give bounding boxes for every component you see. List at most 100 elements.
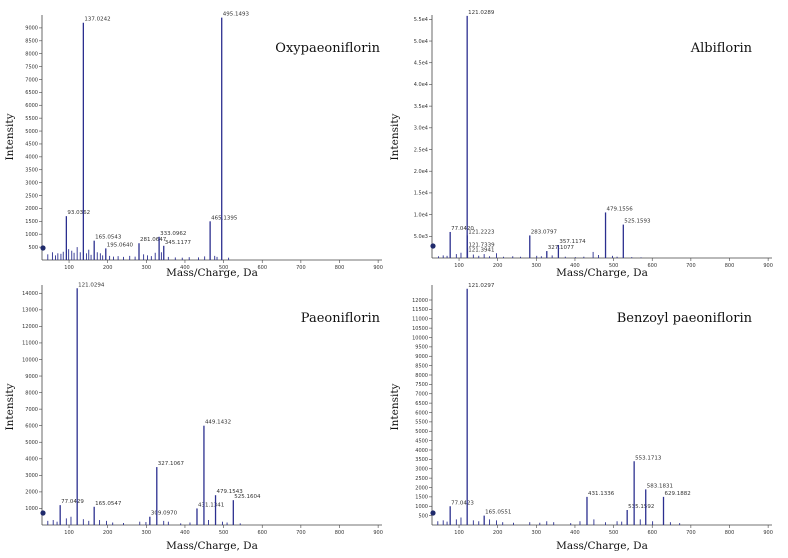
y-tick-label: 4000 bbox=[415, 448, 428, 454]
y-tick-label: 10000 bbox=[412, 335, 428, 341]
x-tick-label: 900 bbox=[763, 263, 773, 269]
y-tick-label: 6500 bbox=[25, 90, 38, 96]
peak-label: 327.1077 bbox=[548, 245, 575, 251]
peak-label: 525.1604 bbox=[234, 494, 261, 500]
y-tick-label: 2000 bbox=[25, 206, 38, 212]
peak-label: 121.0294 bbox=[78, 282, 105, 288]
y-tick-label: 7000 bbox=[25, 407, 38, 413]
y-tick-label: 1000 bbox=[25, 506, 38, 512]
baseline-marker bbox=[430, 243, 436, 249]
y-tick-label: 7000 bbox=[25, 77, 38, 83]
peak-label: 121.0289 bbox=[468, 10, 495, 16]
peak-label: 137.0242 bbox=[84, 17, 110, 23]
peak-label: 77.0420 bbox=[451, 226, 474, 232]
spectrum-panel-2: 1000 2000 3000 4000 5000 6000 7000 8000 9000 1000… bbox=[4, 282, 383, 552]
y-tick-label: 9000 bbox=[415, 354, 428, 360]
x-tick-label: 700 bbox=[686, 263, 696, 269]
y-tick-label: 6000 bbox=[25, 423, 38, 429]
y-tick-label: 500 bbox=[28, 245, 38, 251]
x-tick-label: 100 bbox=[454, 530, 464, 536]
y-tick-label: 8000 bbox=[25, 390, 38, 396]
x-tick-label: 300 bbox=[532, 263, 542, 269]
y-tick-label: 8500 bbox=[25, 39, 38, 45]
x-tick-label: 400 bbox=[180, 530, 190, 536]
x-tick-label: 400 bbox=[570, 263, 580, 269]
peak-label: 93.0362 bbox=[67, 210, 90, 216]
peak-label: 165.0551 bbox=[485, 510, 511, 516]
x-tick-label: 600 bbox=[257, 265, 267, 271]
x-tick-label: 100 bbox=[64, 265, 74, 271]
x-tick-label: 400 bbox=[180, 265, 190, 271]
y-tick-label: 11500 bbox=[412, 307, 428, 313]
x-tick-label: 600 bbox=[647, 263, 657, 269]
y-tick-label: 2.5e4 bbox=[414, 147, 428, 153]
x-tick-label: 500 bbox=[609, 530, 619, 536]
x-tick-label: 200 bbox=[493, 263, 503, 269]
x-tick-label: 200 bbox=[493, 530, 503, 536]
y-tick-label: 5.0e4 bbox=[414, 39, 428, 45]
y-tick-label: 14000 bbox=[22, 291, 38, 297]
y-tick-label: 1.0e4 bbox=[414, 212, 428, 218]
x-axis-label: Mass/Charge, Da bbox=[166, 267, 258, 279]
y-tick-label: 3000 bbox=[415, 467, 428, 473]
peak-label: 121.3941 bbox=[468, 248, 494, 254]
y-tick-label: 3000 bbox=[25, 473, 38, 479]
y-tick-label: 2500 bbox=[25, 193, 38, 199]
peak-label: 327.1067 bbox=[158, 461, 185, 467]
x-tick-label: 900 bbox=[373, 265, 383, 271]
panel-title: Benzoyl paeoniflorin bbox=[617, 311, 753, 326]
y-tick-label: 8000 bbox=[415, 373, 428, 379]
y-tick-label: 4000 bbox=[25, 457, 38, 463]
x-tick-label: 500 bbox=[219, 265, 229, 271]
y-tick-label: 9500 bbox=[415, 345, 428, 351]
y-axis-label: Intensity bbox=[4, 383, 16, 430]
peak-label: 165.0547 bbox=[95, 501, 122, 507]
y-tick-label: 1000 bbox=[25, 232, 38, 238]
y-tick-label: 12000 bbox=[412, 298, 428, 304]
y-tick-label: 8500 bbox=[415, 363, 428, 369]
y-tick-label: 5000 bbox=[415, 429, 428, 435]
y-axis-label: Intensity bbox=[389, 383, 401, 430]
y-tick-label: 3500 bbox=[25, 168, 38, 174]
peak-label: 629.1882 bbox=[665, 491, 691, 497]
panel-title: Albiflorin bbox=[690, 41, 753, 56]
x-axis-label: Mass/Charge, Da bbox=[556, 540, 648, 552]
y-tick-label: 8000 bbox=[25, 51, 38, 57]
peak-label: 479.1543 bbox=[217, 489, 244, 495]
y-tick-label: 13000 bbox=[22, 308, 38, 314]
y-tick-label: 7000 bbox=[415, 392, 428, 398]
x-tick-label: 800 bbox=[725, 263, 735, 269]
x-tick-label: 200 bbox=[103, 265, 113, 271]
y-tick-label: 7500 bbox=[25, 64, 38, 70]
peak-label: 121.2223 bbox=[468, 229, 495, 235]
peak-label: 553.1713 bbox=[635, 455, 662, 461]
peak-label: 431.1336 bbox=[588, 491, 615, 497]
x-tick-label: 500 bbox=[609, 263, 619, 269]
y-tick-label: 6000 bbox=[25, 103, 38, 109]
y-tick-label: 4.0e4 bbox=[414, 82, 428, 88]
y-tick-label: 11000 bbox=[412, 317, 428, 323]
peak-label: 121.0297 bbox=[468, 283, 495, 289]
y-tick-label: 9000 bbox=[25, 26, 38, 32]
x-tick-label: 600 bbox=[647, 530, 657, 536]
x-tick-label: 100 bbox=[454, 263, 464, 269]
y-axis-label: Intensity bbox=[4, 113, 16, 160]
baseline-marker bbox=[430, 510, 436, 516]
y-tick-label: 1.5e4 bbox=[414, 191, 428, 197]
panel-title: Oxypaeoniflorin bbox=[275, 41, 380, 56]
y-tick-label: 7500 bbox=[415, 382, 428, 388]
peak-label: 333.0962 bbox=[160, 231, 186, 237]
x-tick-label: 300 bbox=[532, 530, 542, 536]
x-tick-label: 300 bbox=[142, 265, 152, 271]
y-tick-label: 6000 bbox=[415, 410, 428, 416]
y-tick-label: 3.0e4 bbox=[414, 126, 428, 132]
spectrum-panel-3: 500 1000 1500 2000 2500 3000 3500 4000 4500 5000 5… bbox=[389, 283, 773, 552]
peak-label: 479.1556 bbox=[607, 206, 634, 212]
y-tick-label: 5.0e3 bbox=[414, 234, 428, 240]
x-tick-label: 700 bbox=[296, 530, 306, 536]
x-tick-label: 900 bbox=[373, 530, 383, 536]
x-axis-label: Mass/Charge, Da bbox=[166, 540, 258, 552]
x-tick-label: 800 bbox=[335, 265, 345, 271]
y-tick-label: 9000 bbox=[25, 374, 38, 380]
y-tick-label: 12000 bbox=[22, 324, 38, 330]
